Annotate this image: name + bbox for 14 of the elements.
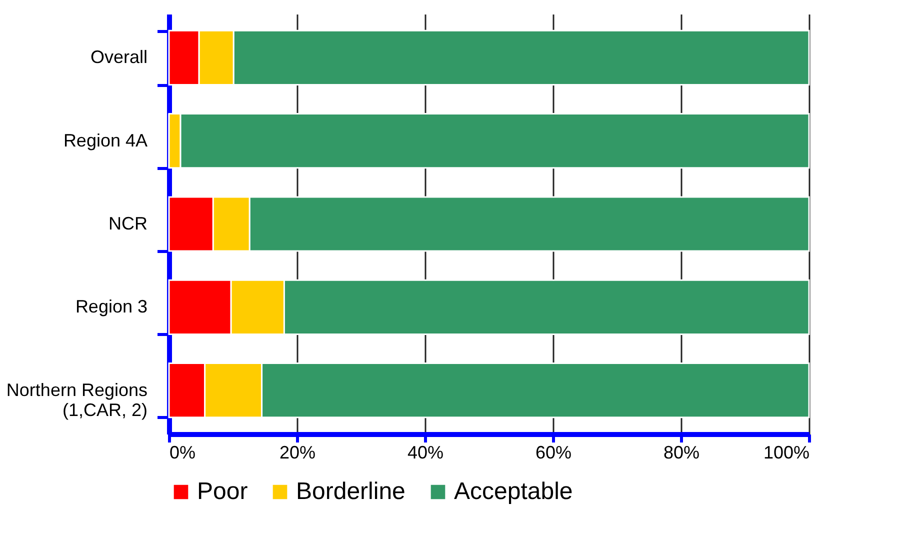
- x-tick-label: 0%: [170, 442, 196, 462]
- legend-label: Poor: [197, 478, 248, 505]
- legend-label: Borderline: [296, 478, 406, 505]
- x-tick-label: 100%: [763, 442, 810, 462]
- x-tick-label: 20%: [279, 442, 316, 462]
- y-tick-label: Northern Regions (1,CAR, 2): [6, 380, 148, 420]
- x-tick-label: 80%: [663, 442, 700, 462]
- x-tick-label: 60%: [535, 442, 572, 462]
- legend-label: Acceptable: [454, 478, 573, 505]
- y-tick-label: Region 4A: [63, 130, 148, 150]
- y-tick-label: Region 3: [75, 296, 148, 317]
- x-tick-label: 40%: [407, 442, 444, 462]
- y-tick-label: NCR: [108, 214, 148, 234]
- y-tick-label: Overall: [90, 47, 148, 68]
